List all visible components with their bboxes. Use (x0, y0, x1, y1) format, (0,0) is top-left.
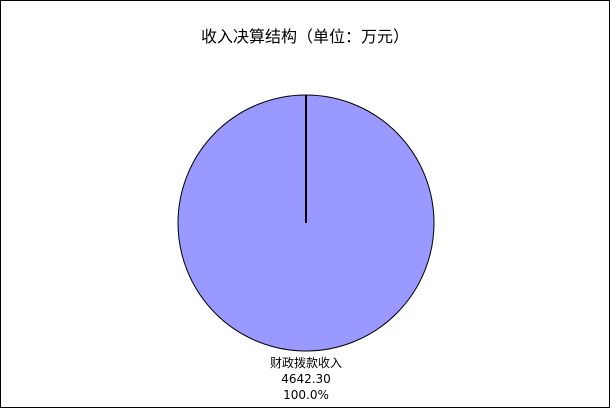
slice-percent: 100.0% (283, 388, 329, 402)
slice-label: 财政拨款收入 (269, 356, 342, 370)
chart-title: 收入决算结构（单位：万元） (200, 27, 409, 46)
slice-value: 4642.30 (281, 372, 331, 386)
